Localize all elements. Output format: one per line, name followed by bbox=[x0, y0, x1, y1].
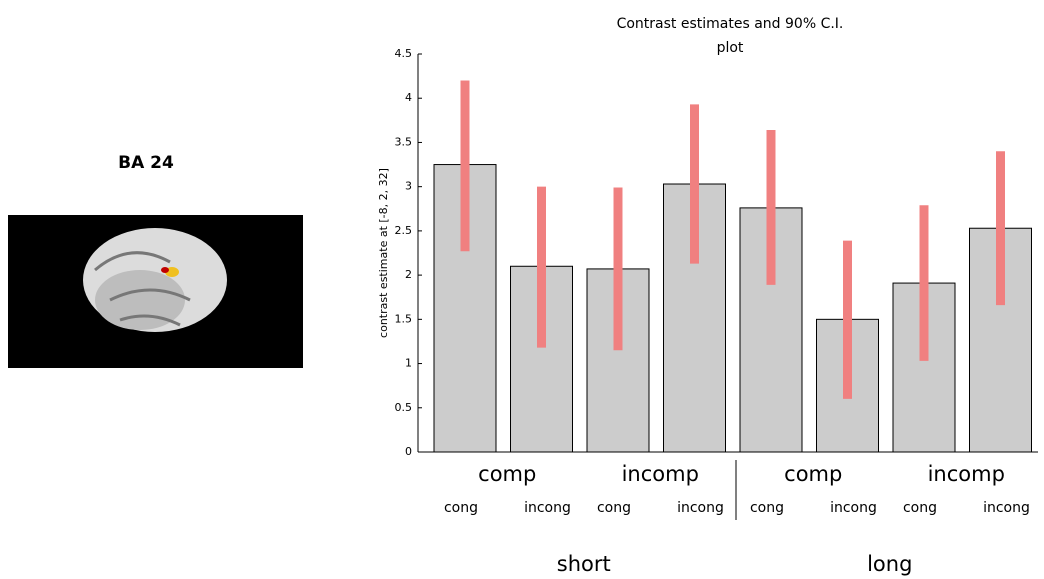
y-tick-label: 1 bbox=[405, 357, 412, 370]
image-title: BA 24 bbox=[118, 153, 174, 173]
x-tick-label: incong bbox=[830, 500, 877, 516]
x-tick-label: incong bbox=[677, 500, 724, 516]
x-tick-label: cong bbox=[444, 500, 478, 516]
x-tick-label: cong bbox=[597, 500, 631, 516]
group-label: comp bbox=[784, 462, 842, 486]
y-tick-label: 2 bbox=[405, 268, 412, 281]
y-tick-label: 1.5 bbox=[395, 312, 413, 325]
super-group-label: short bbox=[557, 552, 611, 576]
brain-image bbox=[8, 215, 303, 368]
x-tick-label: cong bbox=[903, 500, 937, 516]
super-group-label: long bbox=[867, 552, 912, 576]
group-label: comp bbox=[478, 462, 536, 486]
chart-title: plot bbox=[717, 40, 744, 56]
y-axis-label: contrast estimate at [-8, 2, 32] bbox=[377, 168, 390, 338]
x-tick-label: incong bbox=[524, 500, 571, 516]
y-tick-label: 0.5 bbox=[395, 401, 413, 414]
x-tick-label: cong bbox=[750, 500, 784, 516]
y-tick-label: 4.5 bbox=[395, 47, 413, 60]
x-tick-label: incong bbox=[983, 500, 1030, 516]
y-tick-label: 4 bbox=[405, 91, 412, 104]
page: BA 24 Contrast estimates and 90% C.I. plo… bbox=[0, 0, 1044, 579]
y-tick-label: 0 bbox=[405, 445, 412, 458]
y-tick-label: 3 bbox=[405, 180, 412, 193]
y-tick-label: 3.5 bbox=[395, 135, 413, 148]
y-tick-label: 2.5 bbox=[395, 224, 413, 237]
group-label: incomp bbox=[928, 462, 1005, 486]
chart-title: Contrast estimates and 90% C.I. bbox=[617, 16, 844, 32]
group-label: incomp bbox=[622, 462, 699, 486]
